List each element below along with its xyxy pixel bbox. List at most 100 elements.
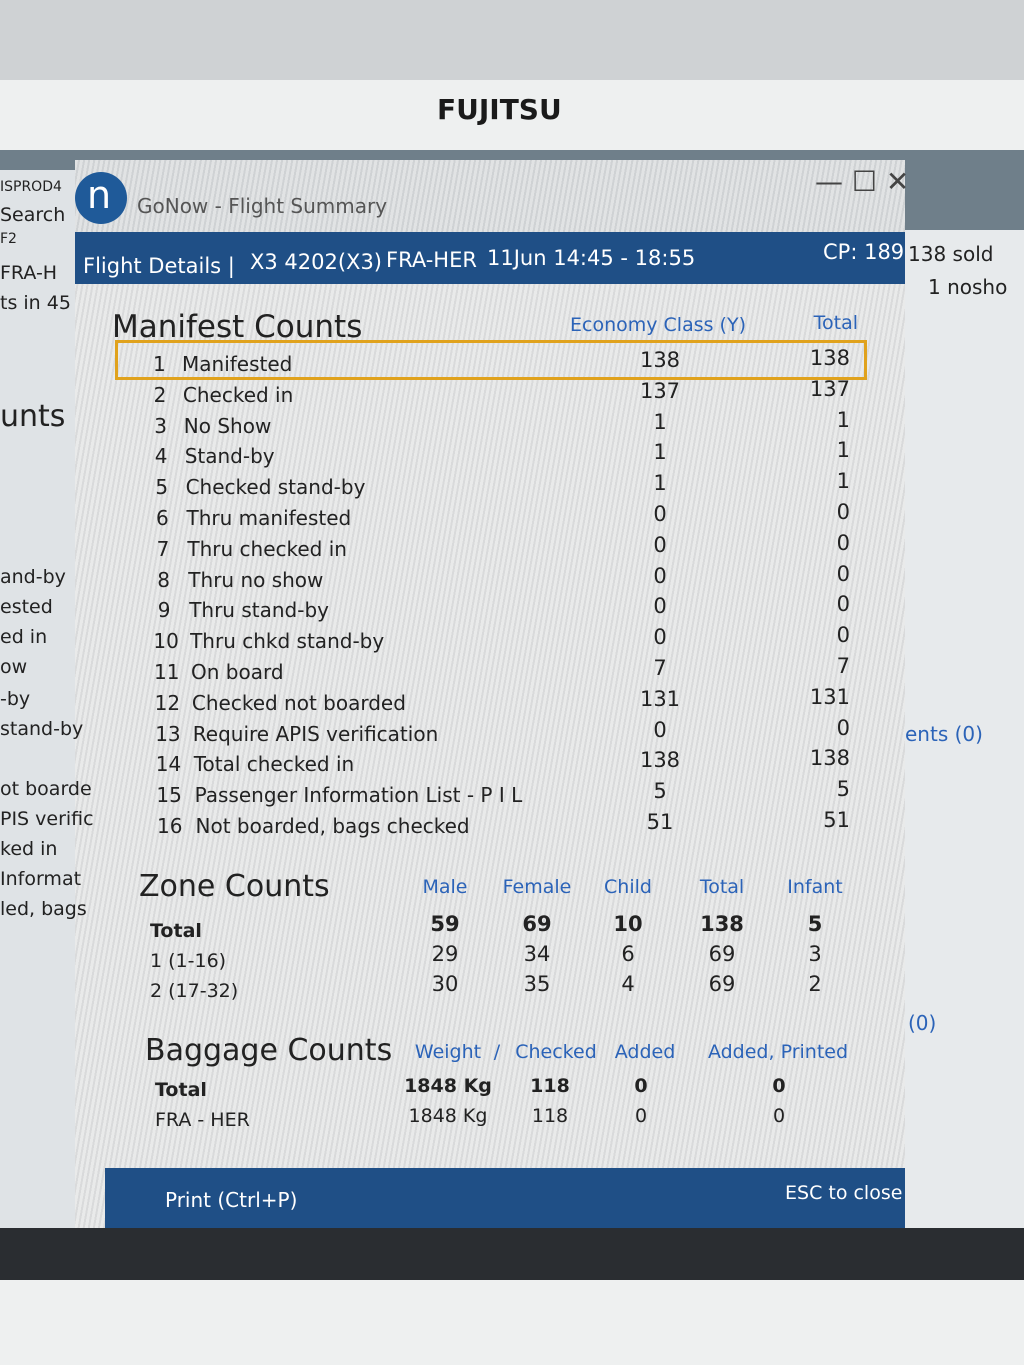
baggage-value: 0	[634, 1075, 648, 1097]
row-number: 8	[157, 567, 170, 592]
column-header: Infant	[787, 876, 843, 898]
zone-title: Zone Counts	[139, 869, 330, 904]
background-label: ents (0)	[905, 722, 983, 746]
zone-count: 10	[613, 912, 643, 936]
row-number: 2	[153, 382, 167, 407]
row-number: 1	[153, 352, 166, 376]
background-label: 1 nosho	[928, 275, 1008, 299]
close-hint[interactable]: ESC to close	[785, 1182, 903, 1204]
economy-count: 138	[639, 348, 681, 372]
print-button[interactable]: Print (Ctrl+P)	[165, 1188, 298, 1212]
background-label: F2	[0, 231, 17, 247]
column-header: Male	[422, 876, 468, 898]
total-count: 137	[809, 376, 850, 401]
row-label: Checked stand-by	[185, 475, 366, 500]
background-label: ot boarde	[0, 778, 92, 800]
row-label: Thru stand-by	[189, 598, 329, 623]
total-count: 5	[836, 777, 850, 802]
flight-header: Flight Details | X3 4202(X3) FRA-HER 11J…	[75, 232, 905, 284]
row-label: 2 (17-32)	[150, 980, 239, 1002]
economy-count: 7	[653, 656, 667, 680]
row-label: Thru no show	[188, 567, 324, 592]
row-number: 9	[157, 598, 171, 623]
economy-count: 51	[646, 810, 674, 834]
header-label: Flight Details |	[83, 254, 235, 278]
economy-count: 0	[653, 502, 667, 526]
column-header: Checked	[515, 1041, 597, 1063]
row-label: 1 (1-16)	[150, 950, 227, 972]
row-number: 15	[156, 783, 182, 808]
row-label: Checked not boarded	[191, 690, 406, 715]
zone-count: 6	[621, 942, 635, 966]
column-header: Added	[614, 1041, 676, 1063]
total-count: 0	[836, 592, 850, 617]
background-label: ow	[0, 656, 28, 678]
zone-count: 30	[431, 972, 459, 996]
total-count: 131	[809, 684, 850, 709]
baggage-value: 118	[530, 1075, 570, 1097]
column-header: Female	[502, 876, 572, 898]
background-label: FRA-H	[0, 262, 58, 284]
footer: Print (Ctrl+P) ESC to close	[105, 1168, 905, 1228]
column-header: /	[493, 1041, 501, 1063]
baggage-value: 1848 Kg	[404, 1075, 492, 1097]
date-time: 11Jun 14:45 - 18:55	[487, 246, 696, 270]
row-label: Stand-by	[184, 444, 275, 469]
row-label: Total checked in	[193, 752, 355, 777]
row-label: On board	[191, 660, 284, 684]
column-header: Total	[699, 876, 745, 898]
row-number: 4	[154, 444, 168, 469]
row-label: FRA - HER	[155, 1109, 250, 1131]
background-label: ISPROD4	[0, 179, 62, 195]
total-count: 1	[836, 438, 850, 463]
row-number: 16	[157, 814, 183, 838]
column-header: Economy Class (Y)	[570, 314, 746, 336]
title-bar: n GoNow - Flight Summary — ☐ ✕	[75, 160, 909, 232]
row-label: Passenger Information List - P I L	[194, 783, 523, 808]
monitor-brand: FUJITSU	[437, 93, 562, 126]
economy-count: 137	[639, 378, 681, 403]
row-number: 11	[154, 660, 180, 684]
total-count: 0	[836, 530, 850, 555]
background-label: 138 sold	[908, 242, 994, 266]
row-label: Require APIS verification	[192, 721, 439, 746]
row-number: 6	[156, 506, 169, 530]
row-label: Manifested	[182, 352, 293, 376]
zone-count: 29	[431, 942, 459, 966]
total-count: 138	[809, 346, 850, 370]
row-number: 13	[155, 721, 181, 746]
economy-count: 1	[653, 471, 667, 496]
baggage-title: Baggage Counts	[145, 1033, 393, 1068]
zone-count: 5	[807, 912, 823, 936]
row-number: 5	[155, 475, 169, 500]
zone-count: 34	[523, 942, 551, 966]
column-header: Added, Printed	[707, 1041, 849, 1063]
route: FRA-HER	[386, 248, 477, 272]
economy-count: 0	[653, 594, 667, 619]
background-label: unts	[0, 399, 66, 434]
manifest-title: Manifest Counts	[112, 309, 363, 345]
total-count: 7	[836, 654, 850, 678]
economy-count: 0	[653, 532, 667, 557]
row-number: 3	[154, 413, 167, 438]
window-controls[interactable]: — ☐ ✕	[815, 165, 910, 198]
background-window-right	[905, 230, 1024, 1230]
baggage-value: 1848 Kg	[408, 1105, 488, 1127]
zone-count: 2	[808, 972, 822, 996]
zone-count: 69	[522, 912, 552, 936]
app-icon: n	[87, 173, 112, 217]
flight-summary-window	[75, 160, 905, 1230]
total-count: 138	[809, 746, 850, 771]
background-label: ested	[0, 596, 53, 618]
total-count: 0	[836, 715, 850, 740]
total-count: 0	[836, 500, 850, 524]
economy-count: 1	[653, 409, 667, 434]
row-label: Total	[155, 1079, 207, 1101]
row-label: Thru checked in	[187, 536, 347, 561]
total-count: 0	[836, 561, 850, 586]
row-highlight	[115, 340, 867, 380]
background-label: PIS verific	[0, 808, 94, 830]
cp-count: CP: 189	[823, 240, 905, 264]
row-label: Not boarded, bags checked	[195, 814, 470, 838]
zone-count: 69	[708, 972, 736, 996]
